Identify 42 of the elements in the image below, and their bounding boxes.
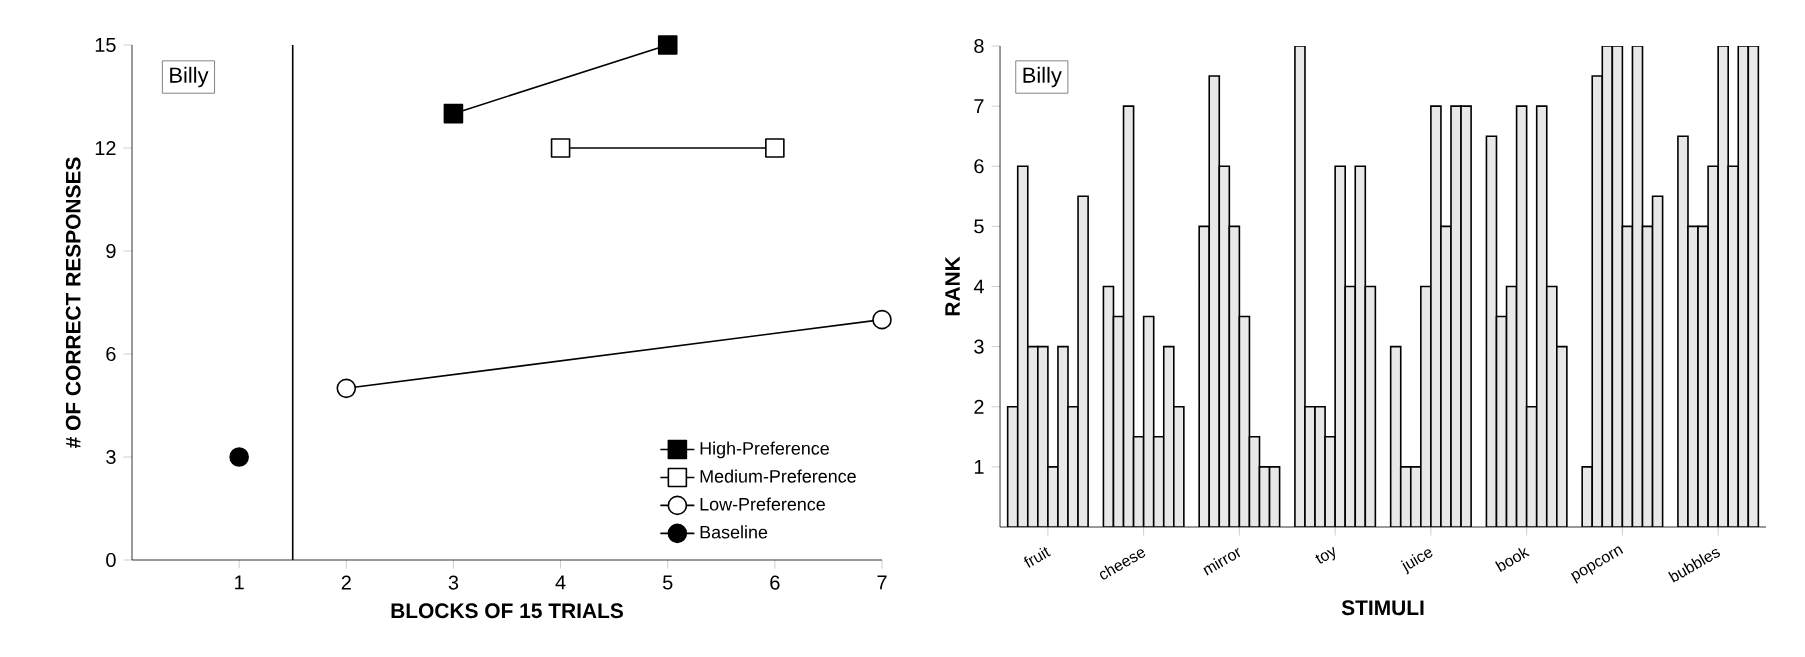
- y-axis-title: # OF CORRECT RESPONSES: [65, 157, 81, 449]
- y-tick-label: 3: [974, 339, 984, 354]
- point: [657, 35, 678, 55]
- x-tick-label: 5: [662, 575, 673, 590]
- x-tick-label: 4: [555, 575, 566, 590]
- y-tick-label: 9: [106, 243, 116, 259]
- y-tick-label: 0: [106, 552, 116, 568]
- y-tick-label: 6: [106, 346, 116, 362]
- annotation: Billy: [170, 66, 209, 88]
- x-tick-label: 2: [341, 575, 351, 590]
- point: [872, 309, 892, 330]
- x-tick-label: toy: [1315, 546, 1336, 564]
- point: [336, 378, 357, 399]
- x-tick-label: 6: [770, 575, 780, 590]
- x-tick-label: 3: [448, 575, 459, 590]
- point: [765, 138, 785, 158]
- y-tick-label: 8: [974, 38, 984, 54]
- x-axis-title: STIMULI: [1341, 600, 1424, 616]
- y-tick-label: 4: [973, 279, 984, 294]
- x-tick-label: fruit: [1024, 547, 1051, 568]
- y-tick-label: 6: [974, 159, 984, 174]
- x-tick-label: 7: [877, 575, 887, 590]
- legend-label: Low-Preference: [700, 497, 825, 511]
- legend-label: High-Preference: [700, 441, 829, 459]
- x-tick-label: 1: [235, 575, 244, 590]
- y-tick-label: 1: [974, 460, 984, 474]
- y-tick-label: 15: [95, 38, 116, 52]
- y-tick-label: 3: [106, 449, 116, 465]
- point: [443, 103, 464, 124]
- annotation: Billy: [1023, 66, 1062, 88]
- legend-label: Baseline: [700, 525, 768, 539]
- point: [229, 447, 249, 467]
- legend-label: Medium-Preference: [700, 469, 856, 483]
- y-axis-title: RANK: [945, 256, 960, 316]
- x-tick-label: juice: [1400, 549, 1433, 575]
- y-tick-label: 7: [974, 99, 984, 113]
- point: [550, 138, 571, 158]
- y-tick-label: 12: [95, 141, 116, 155]
- x-axis-title: BLOCKS OF 15 TRIALS: [391, 603, 623, 619]
- y-tick-label: 5: [974, 219, 984, 234]
- y-tick-label: 2: [974, 399, 984, 414]
- x-tick-label: book: [1495, 547, 1530, 572]
